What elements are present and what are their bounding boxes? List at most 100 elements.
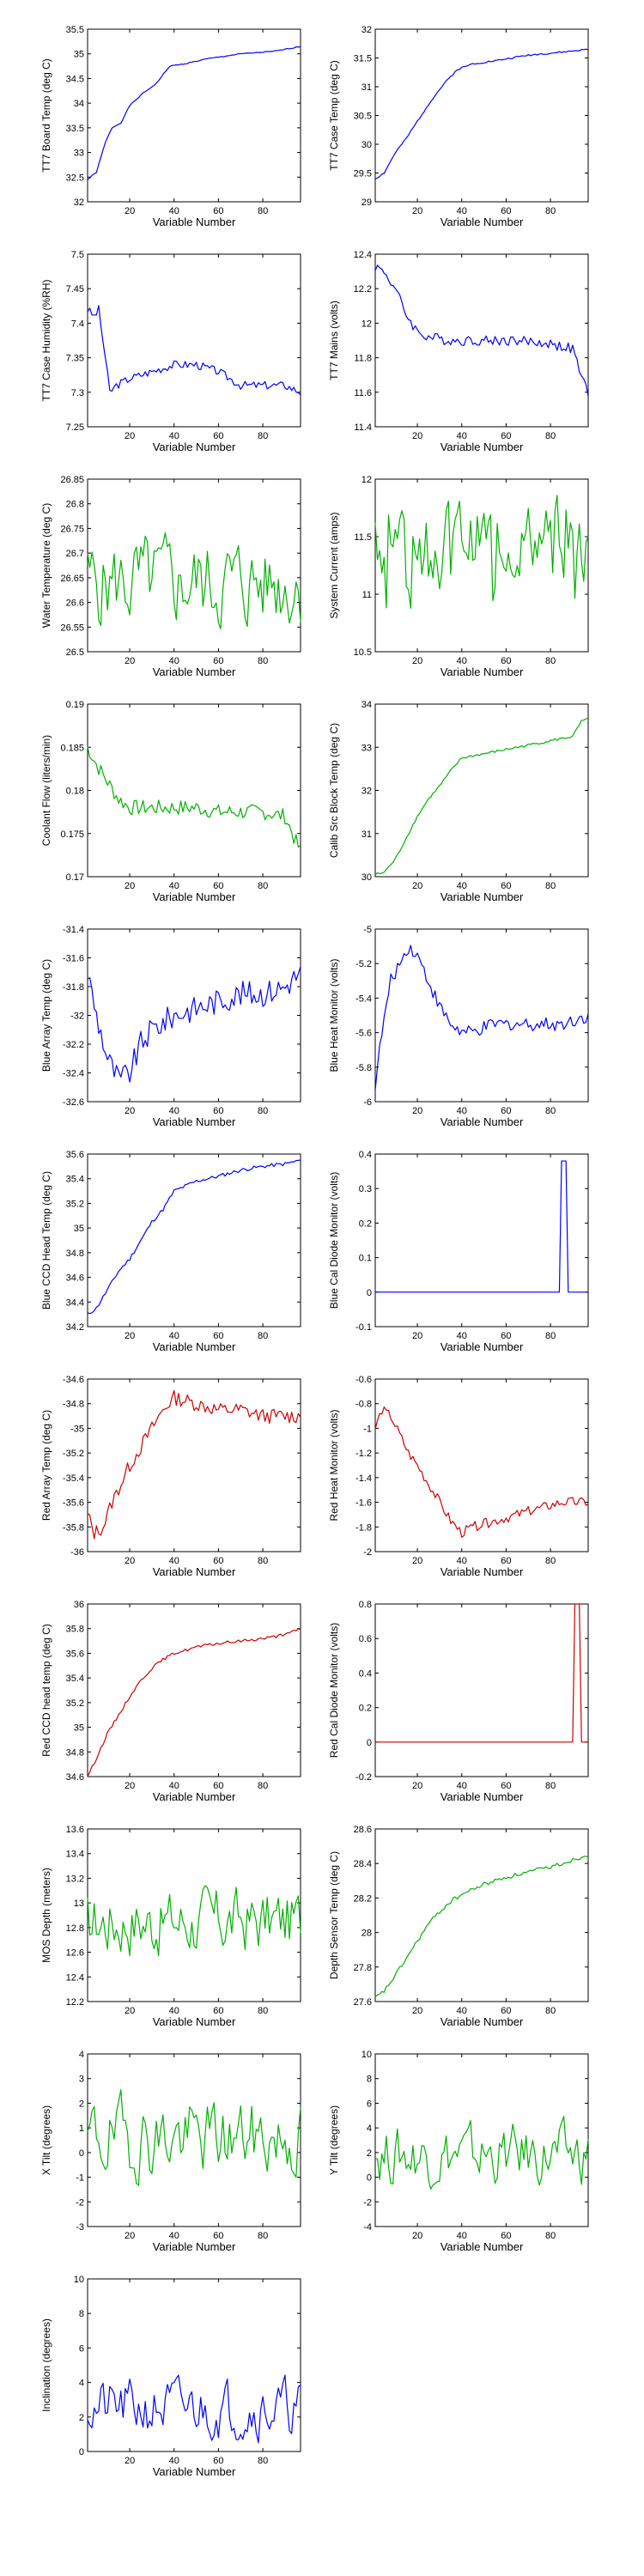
y-tick-label: -31.4 (63, 925, 84, 935)
chart-panel: 29 29.5 30 30.5 31 31.5 32 20 40 60 80 Variable Num… (328, 25, 589, 228)
y-axis-label: Inclination (degrees) (40, 2318, 52, 2412)
plot-frame (87, 28, 301, 203)
y-tick-label: 34.6 (66, 1772, 84, 1783)
x-tick-label: 40 (457, 2231, 467, 2241)
x-tick-label: 80 (258, 656, 268, 666)
y-tick-label: 34.4 (66, 1297, 84, 1308)
x-tick-label: 80 (258, 1106, 268, 1116)
y-tick-label: 0.19 (66, 700, 84, 710)
y-tick-label: 35 (74, 50, 84, 60)
y-tick-label: 0.8 (359, 1600, 372, 1610)
y-tick-label: 7.25 (66, 422, 84, 433)
y-tick-label: -34.6 (63, 1375, 84, 1385)
x-tick-label: 20 (412, 656, 422, 666)
x-tick-label: 60 (501, 656, 511, 666)
x-axis-label: Variable Number (153, 2015, 236, 2028)
x-tick-label: 60 (501, 2006, 511, 2016)
y-tick-label: 0 (79, 2148, 84, 2159)
x-tick-label: 60 (501, 1106, 511, 1116)
x-tick-label: 80 (545, 1556, 556, 1566)
y-tick-label: -35 (70, 1424, 84, 1434)
y-tick-label: 31 (361, 829, 372, 840)
series-line (374, 1856, 589, 1998)
plot-frame (87, 2278, 301, 2452)
x-tick-label: 20 (125, 881, 135, 891)
series-line (374, 945, 589, 1091)
series-line (87, 1159, 301, 1315)
x-tick-label: 80 (258, 1556, 268, 1566)
y-tick-label: 35.6 (66, 1150, 84, 1160)
y-tick-label: -1.6 (355, 1498, 372, 1509)
x-tick-label: 20 (125, 2006, 135, 2016)
x-tick-label: 40 (457, 881, 467, 891)
y-tick-label: 13.2 (66, 1874, 84, 1884)
y-tick-label: 4 (79, 2050, 84, 2060)
chart-panel: -3 -2 -1 0 1 2 3 4 20 40 60 80 Variable Number X Tilt… (40, 2050, 301, 2253)
y-tick-label: -31.8 (63, 982, 84, 993)
y-tick-label: 36 (74, 1600, 84, 1610)
y-tick-label: 7.3 (71, 388, 84, 398)
y-tick-label: 26.8 (66, 500, 84, 510)
x-tick-label: 60 (213, 2231, 223, 2241)
x-tick-label: 40 (169, 656, 179, 666)
y-axis-label: Blue Cal Diode Monitor (volts) (328, 1172, 340, 1309)
y-tick-label: -1 (363, 1424, 372, 1434)
y-tick-label: -32.6 (63, 1097, 84, 1108)
series-line (374, 2116, 589, 2190)
y-tick-label: -5.2 (355, 959, 372, 969)
y-tick-label: 12.6 (66, 1948, 84, 1959)
plot-frame (87, 1828, 301, 2002)
y-tick-label: 35.5 (66, 25, 84, 35)
series-line (87, 1885, 301, 1957)
chart-panel: 12.2 12.4 12.6 12.8 13 13.2 13.4 13.6 20 40 60 80 Va… (40, 1825, 301, 2028)
x-tick-label: 20 (125, 206, 135, 216)
series-line (87, 2089, 301, 2186)
y-tick-label: 0.17 (66, 872, 84, 883)
x-tick-label: 20 (412, 1331, 422, 1341)
y-tick-label: 26.6 (66, 598, 84, 609)
y-tick-label: 33 (74, 149, 84, 159)
x-tick-label: 80 (258, 2456, 268, 2466)
y-tick-label: -0.1 (355, 1322, 372, 1333)
series-line (87, 305, 301, 396)
x-tick-label: 20 (125, 656, 135, 666)
y-tick-label: 10 (74, 2275, 84, 2285)
x-tick-label: 80 (258, 206, 268, 216)
y-tick-label: 12.2 (354, 284, 372, 295)
x-tick-label: 20 (412, 881, 422, 891)
y-tick-label: -1.2 (355, 1449, 372, 1459)
y-tick-label: -36 (70, 1547, 84, 1558)
x-tick-label: 60 (213, 656, 223, 666)
chart-panel: 32 32.5 33 33.5 34 34.5 35 35.5 20 40 60 80 Variable… (40, 25, 301, 228)
y-axis-label: Blue Heat Monitor (volts) (328, 958, 340, 1072)
y-tick-label: -5.8 (355, 1063, 372, 1073)
y-tick-label: 35.6 (66, 1649, 84, 1659)
x-tick-label: 60 (213, 1556, 223, 1566)
x-axis-label: Variable Number (153, 1115, 236, 1128)
y-tick-label: 7.5 (71, 250, 84, 260)
x-tick-label: 40 (169, 1331, 179, 1341)
x-tick-label: 40 (457, 431, 467, 441)
x-tick-label: 40 (457, 1106, 467, 1116)
plot-frame (87, 1153, 301, 1327)
x-axis-label: Variable Number (440, 2015, 524, 2028)
y-tick-label: 11 (362, 590, 372, 600)
y-tick-label: 35 (74, 1723, 84, 1734)
x-tick-label: 60 (213, 881, 223, 891)
x-tick-label: 60 (213, 2456, 223, 2466)
x-tick-label: 20 (412, 1556, 422, 1566)
y-tick-label: 0 (79, 2447, 84, 2458)
plot-frame (87, 2053, 301, 2227)
x-axis-label: Variable Number (153, 2240, 236, 2253)
plot-frame (87, 1603, 301, 1777)
y-tick-label: -2 (363, 1547, 372, 1558)
x-axis-label: Variable Number (440, 665, 524, 678)
y-tick-label: 32 (74, 197, 84, 208)
x-axis-label: Variable Number (153, 216, 236, 228)
y-tick-label: 12.8 (66, 1923, 84, 1934)
y-tick-label: 0.2 (359, 1704, 372, 1714)
y-tick-label: 0 (367, 1288, 372, 1298)
y-tick-label: 0.175 (60, 829, 84, 840)
x-tick-label: 60 (213, 1106, 223, 1116)
y-tick-label: 29 (361, 197, 372, 208)
